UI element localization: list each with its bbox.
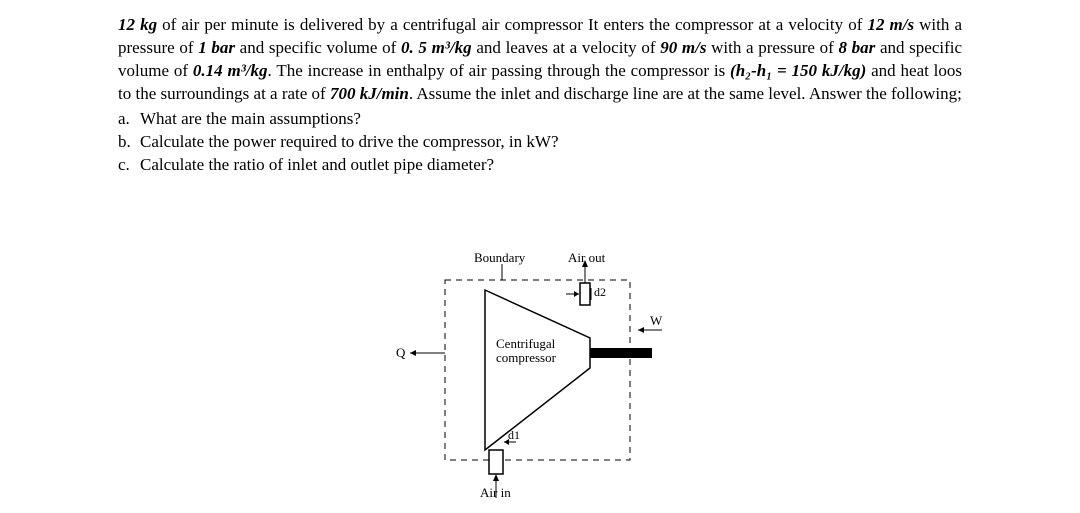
w-label: W xyxy=(650,313,662,329)
outlet-specific-volume: 0.14 m³/kg xyxy=(193,61,268,80)
compressor-diagram: Boundary Air out d2 W Centrifugal compre… xyxy=(390,250,690,500)
diagram-container: Boundary Air out d2 W Centrifugal compre… xyxy=(0,250,1080,500)
mass-flow: 12 kg xyxy=(118,15,157,34)
problem-statement: 12 kg of air per minute is delivered by … xyxy=(118,14,962,106)
question-b-text: Calculate the power required to drive th… xyxy=(140,131,559,154)
d1-label: d1 xyxy=(508,428,520,443)
question-a-text: What are the main assumptions? xyxy=(140,108,361,131)
air-out-label: Air out xyxy=(568,250,605,266)
question-c-text: Calculate the ratio of inlet and outlet … xyxy=(140,154,494,177)
d2-label: d2 xyxy=(594,285,606,300)
question-b-letter: b. xyxy=(118,131,140,154)
question-a: a. What are the main assumptions? xyxy=(118,108,962,131)
boundary-label: Boundary xyxy=(474,250,525,266)
question-c: c. Calculate the ratio of inlet and outl… xyxy=(118,154,962,177)
question-c-letter: c. xyxy=(118,154,140,177)
inlet-velocity: 12 m/s xyxy=(867,15,914,34)
enthalpy-increase: (h₂-h₁ = 150 kJ/kg) xyxy=(730,61,866,80)
inlet-pipe xyxy=(489,450,503,474)
inlet-pressure: 1 bar xyxy=(198,38,235,57)
compressor-body xyxy=(485,290,590,450)
question-a-letter: a. xyxy=(118,108,140,131)
question-list: a. What are the main assumptions? b. Cal… xyxy=(118,108,962,177)
outlet-pipe xyxy=(580,283,590,305)
heat-loss: 700 kJ/min xyxy=(330,84,409,103)
compressor-label: compressor xyxy=(496,350,556,366)
question-b: b. Calculate the power required to drive… xyxy=(118,131,962,154)
inlet-specific-volume: 0. 5 m³/kg xyxy=(401,38,472,57)
outlet-pressure: 8 bar xyxy=(838,38,875,57)
air-in-label: Air in xyxy=(480,485,511,501)
q-label: Q xyxy=(396,345,405,361)
outlet-velocity: 90 m/s xyxy=(660,38,706,57)
